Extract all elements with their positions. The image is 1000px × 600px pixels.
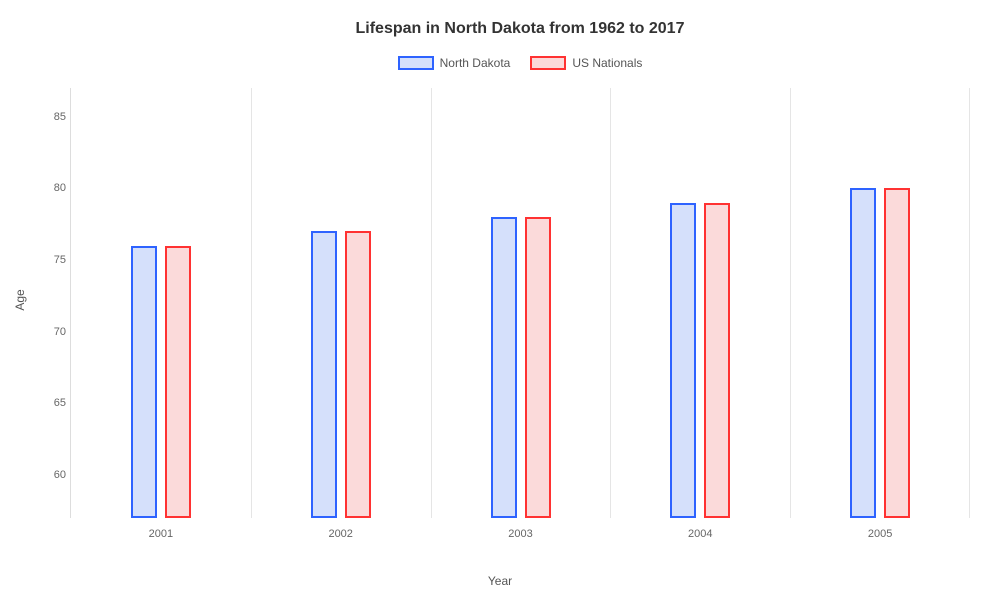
bars-layer [71, 88, 970, 518]
y-axis-label: Age [13, 289, 27, 310]
x-tick: 2005 [868, 528, 892, 540]
gridline [969, 88, 970, 518]
chart-title: Lifespan in North Dakota from 1962 to 20… [70, 20, 970, 38]
y-tick: 65 [31, 397, 66, 409]
legend-label-1: US Nationals [572, 56, 642, 70]
x-axis-label: Year [488, 574, 512, 588]
bar [311, 231, 337, 518]
bar [884, 188, 910, 518]
y-tick: 60 [31, 469, 66, 481]
y-tick: 85 [31, 111, 66, 123]
bar [670, 203, 696, 518]
legend-swatch-1 [530, 56, 566, 70]
y-tick: 80 [31, 182, 66, 194]
bar [345, 231, 371, 518]
x-tick: 2004 [688, 528, 712, 540]
legend: North Dakota US Nationals [70, 56, 970, 70]
gridline [431, 88, 432, 518]
bar [131, 246, 157, 518]
bar [704, 203, 730, 518]
y-tick: 70 [31, 326, 66, 338]
plot-area: 60657075808520012002200320042005 [70, 88, 970, 518]
gridline [610, 88, 611, 518]
bar [850, 188, 876, 518]
gridline [251, 88, 252, 518]
y-tick: 75 [31, 254, 66, 266]
legend-item-1: US Nationals [530, 56, 642, 70]
legend-label-0: North Dakota [440, 56, 511, 70]
bar [491, 217, 517, 518]
bar [525, 217, 551, 518]
legend-swatch-0 [398, 56, 434, 70]
chart-container: Lifespan in North Dakota from 1962 to 20… [0, 0, 1000, 600]
x-tick: 2001 [149, 528, 173, 540]
gridline [790, 88, 791, 518]
x-tick: 2003 [508, 528, 532, 540]
x-tick: 2002 [328, 528, 352, 540]
bar [165, 246, 191, 518]
legend-item-0: North Dakota [398, 56, 511, 70]
